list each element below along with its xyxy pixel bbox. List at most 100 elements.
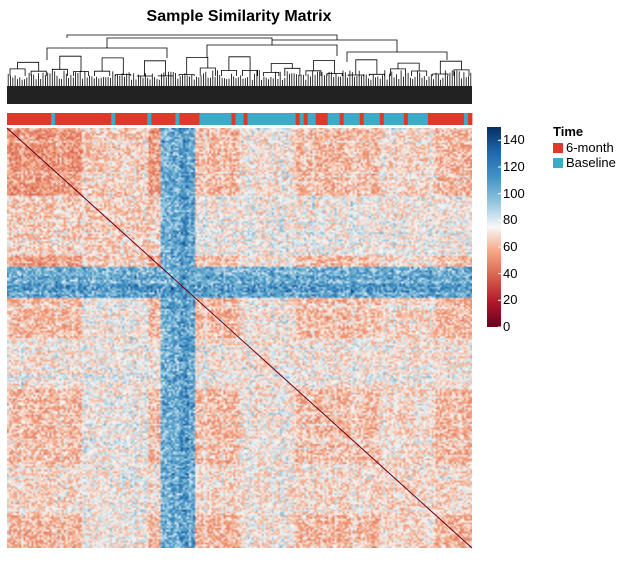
annotation-cell [383,113,389,125]
annotation-cell [271,113,276,125]
annotation-cell [115,113,120,125]
annotation-cell [75,113,80,125]
annotation-cell [343,113,349,125]
annotation-cell [151,113,156,125]
annotation-cell [103,113,108,125]
annotation-cell [251,113,256,125]
annotation-cell [423,113,429,125]
time-annotation-bar [7,113,473,125]
annotation-cell [263,113,268,125]
annotation-cell [187,113,192,125]
annotation-cell [87,113,92,125]
annotation-cell [227,113,232,125]
legend-swatch-6-month [553,143,563,153]
annotation-cell [255,113,260,125]
annotation-cell [351,113,357,125]
dendrogram-leaf-block [7,86,472,104]
annotation-cell [415,113,421,125]
annotation-cell [91,113,96,125]
annotation-cell [299,113,305,125]
annotation-cell [467,113,473,125]
annotation-cell [447,113,453,125]
annotation-cell [163,113,168,125]
colorbar-tick-label: 120 [503,159,525,174]
annotation-cell [111,113,116,125]
annotation-cell [319,113,325,125]
annotation-cell [239,113,244,125]
annotation-cell [195,113,200,125]
annotation-cell [295,113,301,125]
annotation-cell [355,113,361,125]
annotation-cell [327,113,333,125]
annotation-cell [455,113,461,125]
chart-title: Sample Similarity Matrix [146,8,332,25]
annotation-cell [155,113,160,125]
colorbar-tick-label: 40 [503,265,518,281]
colorbar-tick-label: 80 [503,212,518,228]
annotation-cell [407,113,413,125]
annotation-cell [331,113,337,125]
annotation-cell [435,113,441,125]
annotation-cell [347,113,353,125]
annotation-cell [395,113,401,125]
annotation-cell [287,113,293,125]
annotation-cell [439,113,445,125]
annotation-cell [279,113,284,125]
annotation-cell [135,113,140,125]
annotation-cell [51,113,56,125]
annotation-cell [363,113,369,125]
annotation-cell [39,113,44,125]
colorbar [487,127,501,328]
annotation-cell [419,113,425,125]
annotation-cell [131,113,136,125]
colorbar-tick-label: 60 [503,239,518,254]
annotation-cell [335,113,341,125]
legend-swatch-baseline [553,158,563,168]
annotation-cell [311,113,317,125]
annotation-cell [303,113,309,125]
annotation-cell [23,113,28,125]
annotation-cell [463,113,469,125]
annotation-cell [47,113,52,125]
colorbar-tick-label: 0 [503,319,511,334]
annotation-cell [31,113,36,125]
annotation-cell [339,113,345,125]
annotation-cell [367,113,373,125]
annotation-cell [259,113,264,125]
legend-item-6-month: 6-month [553,140,614,155]
annotation-cell [459,113,465,125]
legend-label-6-month: 6-month [566,140,614,155]
annotation-cell [11,113,16,125]
annotation-cell [243,113,248,125]
annotation-cell [211,113,216,125]
annotation-cell [375,113,381,125]
annotation-cell [167,113,172,125]
legend-title: Time [553,124,584,139]
annotation-cell [235,113,240,125]
annotation-cell [99,113,104,125]
colorbar-gradient [487,127,501,327]
column-dendrogram [7,34,472,104]
annotation-cell [231,113,236,125]
annotation-cell [67,113,72,125]
annotation-cell [139,113,144,125]
annotation-cell [71,113,76,125]
annotation-cell [191,113,196,125]
annotation-cell [15,113,20,125]
annotation-cell [107,113,112,125]
heatmap-panel [6,127,473,549]
annotation-cell [247,113,252,125]
annotation-cell [55,113,60,125]
annotation-cell [431,113,437,125]
annotation-cell [315,113,321,125]
annotation-cell [7,113,12,125]
annotation-cell [203,113,208,125]
legend-item-baseline: Baseline [553,155,616,170]
heatmap-diagonal [6,127,473,549]
annotation-cell [159,113,164,125]
annotation-cell [427,113,433,125]
annotation-cell [391,113,397,125]
annotation-cell [143,113,148,125]
annotation-cell [451,113,457,125]
